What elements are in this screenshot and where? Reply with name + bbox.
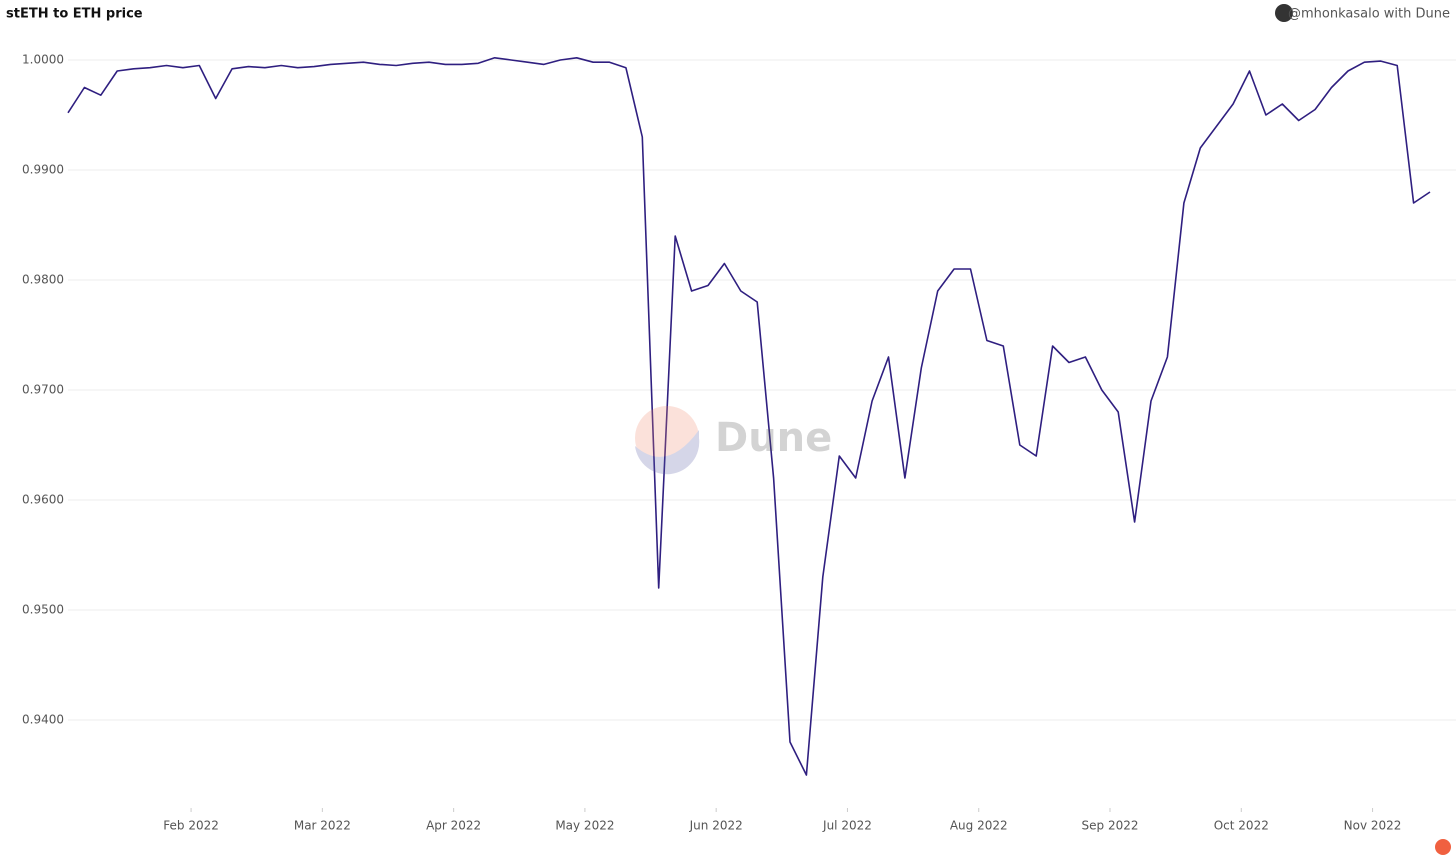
corner-logo [1435,839,1451,855]
x-tick-label: Jul 2022 [822,819,872,833]
y-tick-label: 0.9800 [22,273,64,287]
y-tick-label: 1.0000 [22,53,64,67]
y-tick-label: 0.9900 [22,163,64,177]
watermark-text: Dune [715,415,832,461]
x-tick-label: Feb 2022 [163,819,219,833]
x-tick-label: Mar 2022 [294,819,351,833]
x-tick-label: Apr 2022 [426,819,481,833]
attribution: @mhonkasalo with Dune [1288,7,1450,22]
y-tick-label: 0.9700 [22,383,64,397]
x-tick-label: Aug 2022 [950,819,1008,833]
avatar [1275,4,1293,22]
y-tick-label: 0.9400 [22,713,64,727]
plot: 0.9400 0.9500 0.9600 0.9700 0.9800 0.9900 1.00… [22,53,1456,833]
watermark: Dune [635,406,832,475]
watermark-logo [635,406,699,470]
x-tick-label: Oct 2022 [1214,819,1269,833]
watermark-logo-part [635,430,700,475]
x-tick-label: Jun 2022 [689,819,743,833]
line [67,57,1431,776]
y-tick-label: 0.9500 [22,603,64,617]
x-tick-label: Nov 2022 [1344,819,1402,833]
x-tick-label: May 2022 [555,819,614,833]
x-tick-label: Sep 2022 [1082,819,1139,833]
y-tick-label: 0.9600 [22,493,64,507]
chart-title: stETH to ETH price [6,7,143,22]
